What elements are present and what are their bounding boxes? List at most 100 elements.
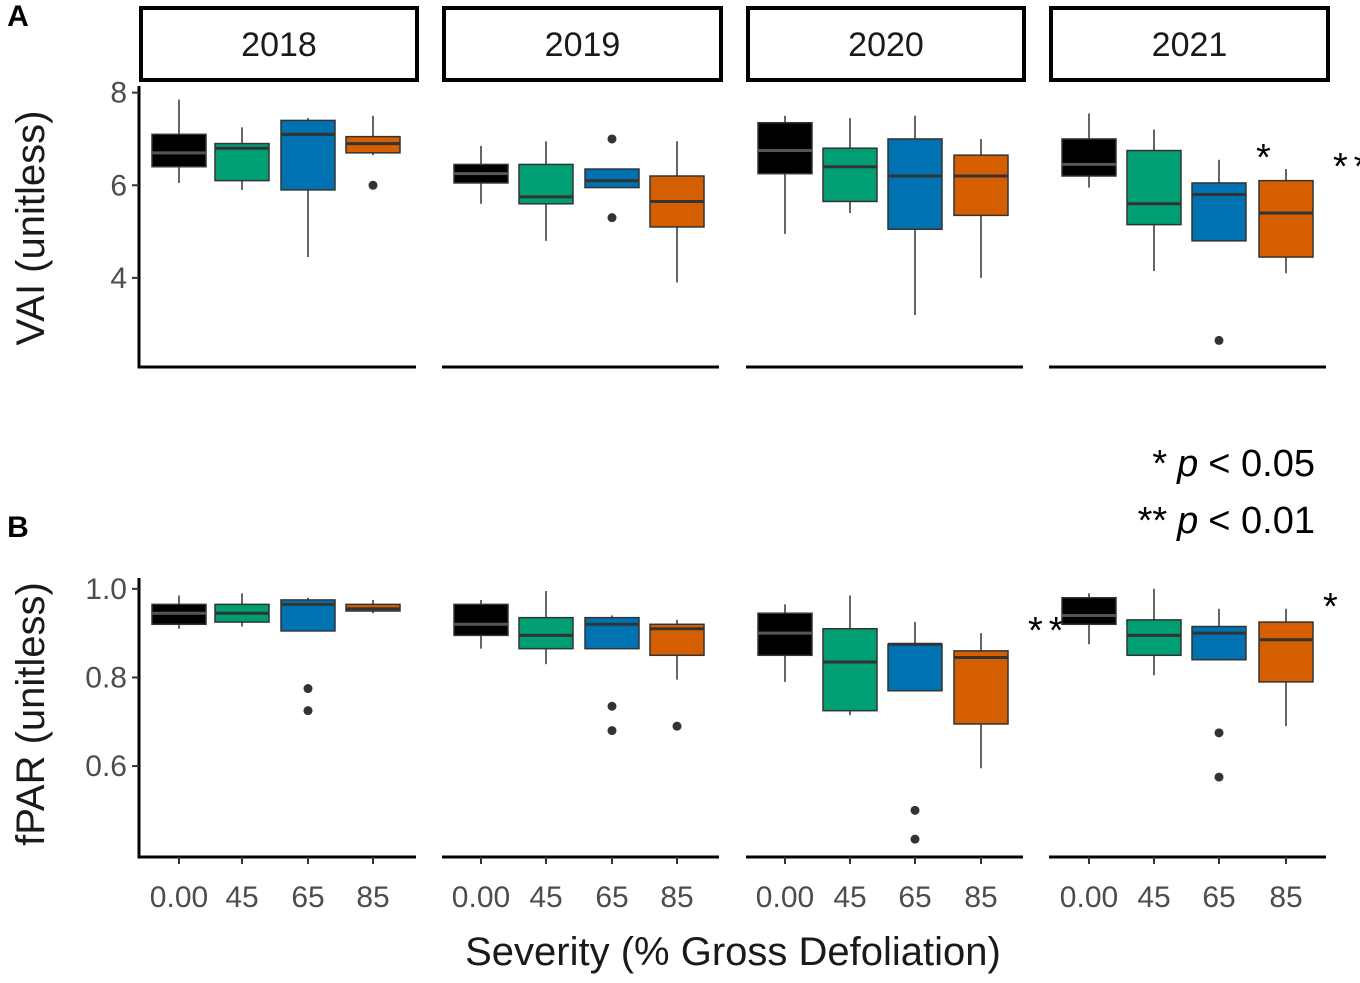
- box-body: [953, 154, 1009, 217]
- significance-legend: * p < 0.05 ** p < 0.01: [1138, 443, 1315, 542]
- y-tick-label: 6: [110, 169, 127, 202]
- box-body: [214, 142, 270, 182]
- facet-strip-label: 2021: [1152, 26, 1228, 64]
- box-2020-85: [953, 138, 1009, 278]
- box-body: [518, 616, 574, 650]
- x-tick-label: 85: [1269, 881, 1302, 914]
- legend-stars-1: *: [1152, 443, 1167, 485]
- box-2018-65: [280, 597, 336, 716]
- box-body: [1258, 179, 1314, 258]
- box-2019-0.00: [453, 599, 509, 649]
- box-2021-85: *: [1258, 586, 1344, 727]
- box-2020-0.00: [757, 604, 813, 682]
- x-tick-label: 65: [1202, 881, 1235, 914]
- facet-strip-label: 2019: [545, 26, 621, 64]
- box-body: [151, 133, 207, 168]
- box-2019-85: [649, 141, 705, 283]
- box-2019-65: [584, 615, 640, 736]
- box-2020-45: [822, 595, 878, 716]
- outlier-point: [607, 701, 617, 711]
- y-axis-title: fPAR (unitless): [9, 582, 53, 846]
- box-2018-45: [214, 593, 270, 627]
- y-tick-label: 0.8: [85, 661, 127, 694]
- facet-strip-label: 2020: [848, 26, 924, 64]
- x-tick-label: 0.00: [452, 881, 510, 914]
- box-body: [953, 650, 1009, 725]
- box-2020-0.00: [757, 115, 813, 234]
- outlier-point: [303, 684, 313, 694]
- significance-mark: **: [1028, 610, 1070, 652]
- box-body: [1061, 138, 1117, 177]
- x-tick-label: 0.00: [756, 881, 814, 914]
- x-tick-label: 65: [898, 881, 931, 914]
- box-2020-65: [887, 622, 943, 844]
- facet-strip: [442, 6, 723, 82]
- legend-line-1: * p < 0.05: [1152, 443, 1315, 485]
- facet-2018: 2018 4 6 8: [110, 6, 419, 369]
- outlier-point: [368, 180, 378, 190]
- box-body: [584, 616, 640, 650]
- y-tick-label: 8: [110, 77, 127, 110]
- x-axis-title: Severity (% Gross Defoliation): [465, 930, 1001, 974]
- box-2021-0.00: [1061, 113, 1117, 188]
- legend-stars-2: **: [1138, 500, 1168, 542]
- y-tick-label: 1.0: [85, 573, 127, 606]
- legend-threshold-2: < 0.01: [1208, 500, 1315, 542]
- outlier-point: [607, 134, 617, 144]
- facet-2019: 0.00 45 65 85: [442, 591, 719, 914]
- box-2021-0.00: [1061, 593, 1117, 645]
- box-body: [1061, 596, 1117, 626]
- box-body: [584, 168, 640, 189]
- facet-strip: [139, 6, 419, 82]
- box-body: [1126, 619, 1182, 657]
- x-tick-label: 65: [291, 881, 324, 914]
- box-2018-0.00: [151, 595, 207, 629]
- box-2018-45: [214, 127, 270, 190]
- outlier-point: [607, 726, 617, 736]
- box-2021-45: [1126, 129, 1182, 271]
- x-tick-label: 0.00: [150, 881, 208, 914]
- facet-2021: 2021***: [1049, 6, 1360, 369]
- box-2018-65: [280, 118, 336, 258]
- box-body: [822, 147, 878, 203]
- box-2020-85: **: [953, 610, 1070, 769]
- box-2018-85: [345, 599, 401, 614]
- x-tick-label: 45: [833, 881, 866, 914]
- box-body: [822, 627, 878, 712]
- facet-strip: [1049, 6, 1330, 82]
- facet-2019: 2019: [442, 6, 723, 369]
- x-tick-label: 85: [660, 881, 693, 914]
- legend-line-2: ** p < 0.01: [1138, 500, 1315, 542]
- box-body: [757, 121, 813, 175]
- box-2019-85: [649, 619, 705, 731]
- outlier-point: [1214, 728, 1224, 738]
- facet-strip-label: 2018: [241, 26, 317, 64]
- legend-threshold-1: < 0.05: [1208, 443, 1315, 485]
- box-2018-0.00: [151, 99, 207, 183]
- facet-2018: 0.6 0.8 1.0 0.00 45 65 85: [85, 573, 416, 914]
- box-2020-45: [822, 118, 878, 214]
- x-tick-label: 65: [595, 881, 628, 914]
- x-tick-label: 0.00: [1060, 881, 1118, 914]
- x-tick-label: 85: [356, 881, 389, 914]
- box-2019-45: [518, 141, 574, 241]
- outlier-point: [910, 805, 920, 815]
- significance-mark: *: [1323, 586, 1344, 628]
- box-2019-0.00: [453, 145, 509, 204]
- x-tick-label: 85: [964, 881, 997, 914]
- box-body: [1191, 182, 1247, 242]
- y-tick-label: 4: [110, 262, 127, 295]
- box-body: [1191, 625, 1247, 661]
- y-tick-label: 0.6: [85, 750, 127, 783]
- box-2021-45: [1126, 588, 1182, 676]
- facet-2021: 0.00 45 65 * 85: [1049, 586, 1344, 914]
- outlier-point: [303, 706, 313, 716]
- box-2021-65: [1191, 608, 1247, 782]
- outlier-point: [672, 721, 682, 731]
- facet-strip: [746, 6, 1026, 82]
- outlier-point: [1214, 772, 1224, 782]
- outlier-point: [910, 834, 920, 844]
- panel-letter-B: B: [7, 511, 29, 544]
